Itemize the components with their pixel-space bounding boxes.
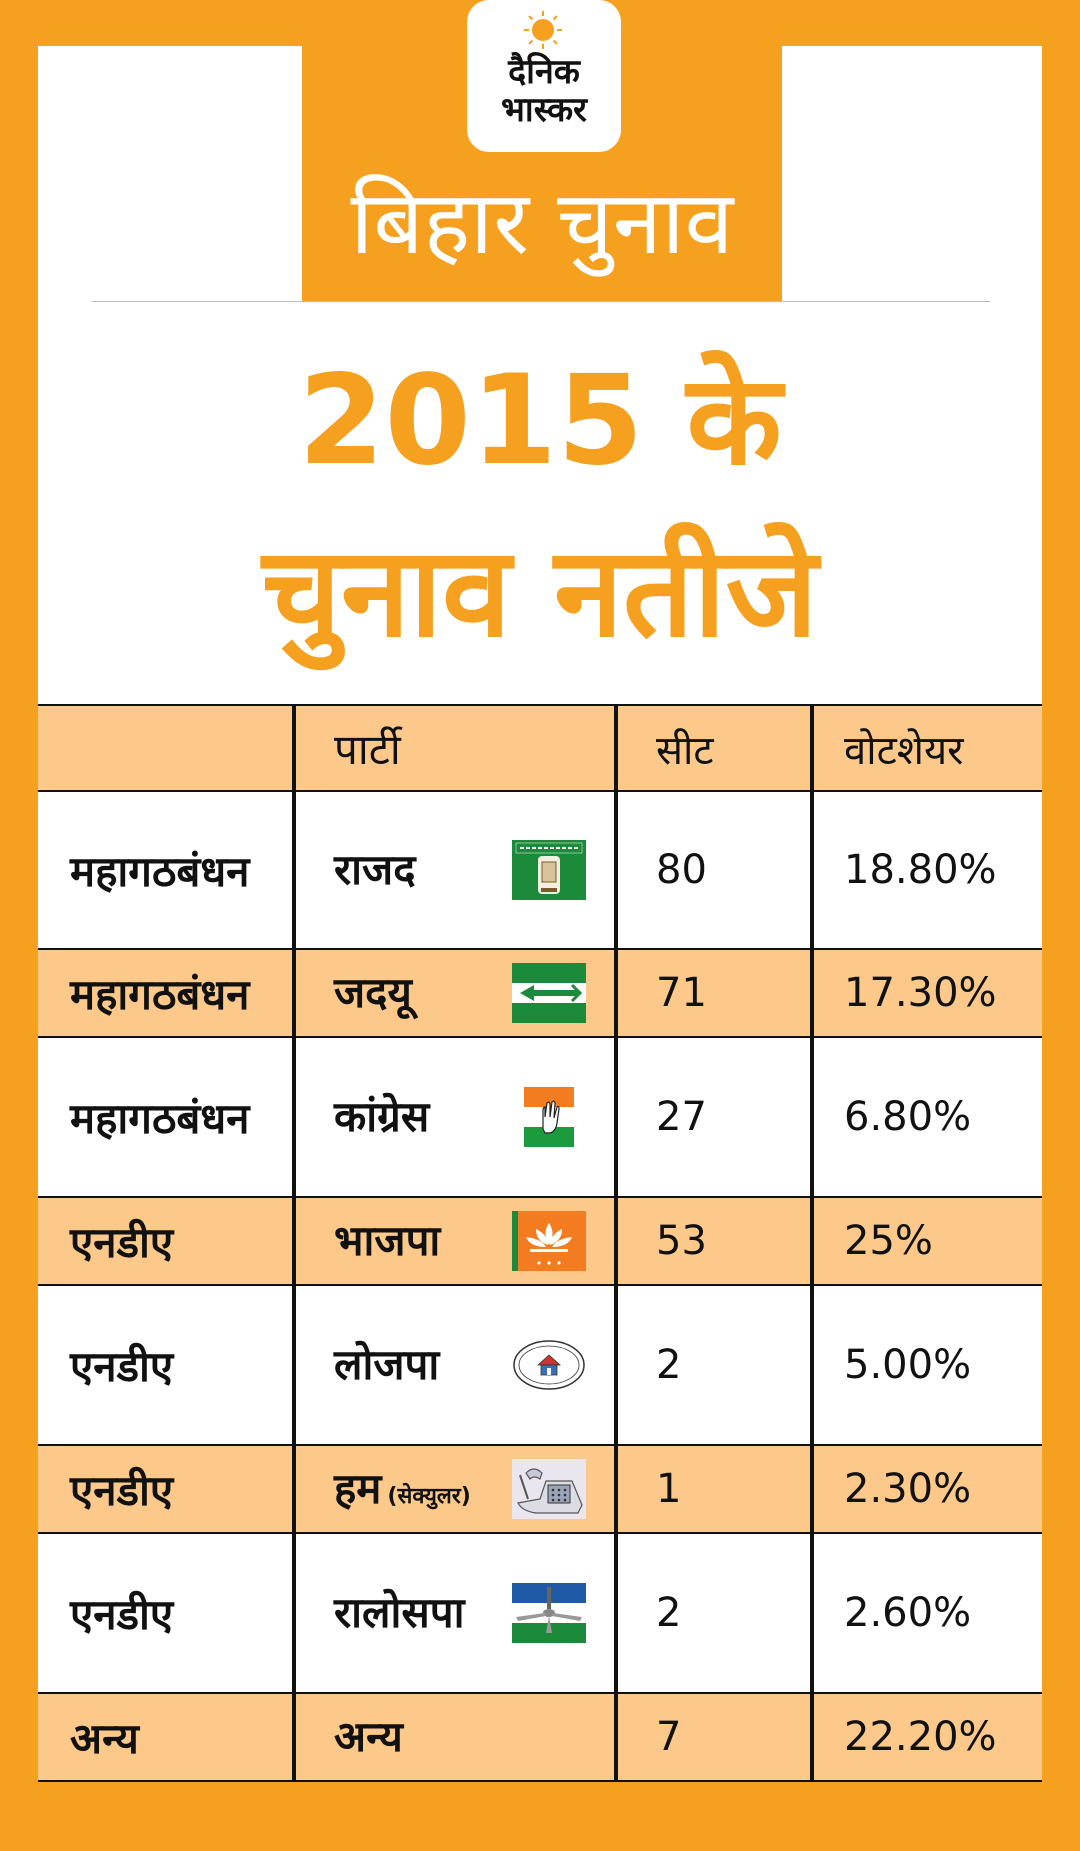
- party-cell: राजद: [292, 791, 616, 949]
- party-cell: रालोसपा: [292, 1533, 616, 1693]
- alliance-cell: एनडीए: [70, 1465, 174, 1515]
- table-row: एनडीए रालोसपा 2 2.60%: [38, 1533, 1042, 1693]
- vote-share-cell: 18.80%: [810, 791, 1042, 949]
- headline-line1: 2015 के: [298, 349, 782, 493]
- dainik-bhaskar-logo: दैनिक भास्कर: [467, 0, 621, 152]
- logo-text-line2: भास्कर: [501, 90, 587, 130]
- table-row: एनडीए लोजपा 2 5.00%: [38, 1285, 1042, 1445]
- header-seats: सीट: [614, 705, 812, 791]
- ljp-bungalow-icon: [513, 1340, 585, 1390]
- party-name: लोजपा: [334, 1340, 440, 1389]
- party-name: जदयू: [334, 968, 412, 1017]
- vote-share-cell: 22.20%: [810, 1693, 1042, 1781]
- vote-share-cell: 5.00%: [810, 1285, 1042, 1445]
- party-cell: जदयू: [292, 949, 616, 1037]
- alliance-cell: अन्य: [70, 1713, 139, 1763]
- seats-cell: 80: [614, 791, 812, 949]
- rlsp-ceiling-fan-icon: [512, 1583, 586, 1643]
- seats-cell: 2: [614, 1533, 812, 1693]
- alliance-cell: महागठबंधन: [70, 1093, 250, 1143]
- rjd-lantern-icon: [512, 840, 586, 900]
- congress-hand-icon: [524, 1087, 574, 1147]
- sun-icon: [524, 11, 562, 49]
- party-name: कांग्रेस: [334, 1092, 430, 1141]
- header-alliance: [38, 705, 294, 791]
- table-row: एनडीए हम (सेक्युलर) 1 2.30%: [38, 1445, 1042, 1533]
- table-row: अन्य अन्य 7 22.20%: [38, 1693, 1042, 1781]
- party-note: (सेक्युलर): [387, 1484, 471, 1509]
- jdu-arrow-icon: [512, 963, 586, 1023]
- party-cell: लोजपा: [292, 1285, 616, 1445]
- vote-share-cell: 17.30%: [810, 949, 1042, 1037]
- divider: [92, 301, 990, 302]
- alliance-cell: महागठबंधन: [70, 846, 250, 896]
- party-name: राजद: [334, 845, 416, 894]
- vote-share-cell: 2.60%: [810, 1533, 1042, 1693]
- vote-share-cell: 25%: [810, 1197, 1042, 1285]
- seats-cell: 53: [614, 1197, 812, 1285]
- alliance-cell: महागठबंधन: [70, 969, 250, 1019]
- seats-cell: 7: [614, 1693, 812, 1781]
- party-name: भाजपा: [334, 1216, 441, 1265]
- bjp-lotus-icon: [512, 1211, 586, 1271]
- party-name: रालोसपा: [334, 1588, 465, 1637]
- header-vote-share: वोटशेयर: [810, 705, 1042, 791]
- results-table: पार्टी सीट वोटशेयर महागठबंधन राजद 80 18.…: [38, 704, 1042, 1782]
- alliance-cell: एनडीए: [70, 1217, 174, 1267]
- header-party: पार्टी: [292, 705, 616, 791]
- party-name: हम: [334, 1464, 382, 1513]
- logo-text-line1: दैनिक: [508, 52, 580, 92]
- alliance-cell: एनडीए: [70, 1589, 174, 1639]
- seats-cell: 2: [614, 1285, 812, 1445]
- party-cell: कांग्रेस: [292, 1037, 616, 1197]
- seats-cell: 27: [614, 1037, 812, 1197]
- vote-share-cell: 2.30%: [810, 1445, 1042, 1533]
- table-row: महागठबंधन कांग्रेस 27 6.80%: [38, 1037, 1042, 1197]
- party-name: अन्य: [334, 1712, 403, 1761]
- seats-cell: 1: [614, 1445, 812, 1533]
- section-title: बिहार चुनाव: [350, 171, 734, 274]
- alliance-cell: एनडीए: [70, 1341, 174, 1391]
- seats-cell: 71: [614, 949, 812, 1037]
- headline-line2: चुनाव नतीजे: [262, 521, 818, 665]
- table-row: महागठबंधन जदयू 71 17.30%: [38, 949, 1042, 1037]
- table-header-row: पार्टी सीट वोटशेयर: [38, 705, 1042, 791]
- ham-telephone-icon: [512, 1459, 586, 1519]
- party-cell: अन्य: [292, 1693, 616, 1781]
- party-cell: भाजपा: [292, 1197, 616, 1285]
- table-row: एनडीए भाजपा 53 25%: [38, 1197, 1042, 1285]
- party-cell: हम (सेक्युलर): [292, 1445, 616, 1533]
- vote-share-cell: 6.80%: [810, 1037, 1042, 1197]
- table-row: महागठबंधन राजद 80 18.80%: [38, 791, 1042, 949]
